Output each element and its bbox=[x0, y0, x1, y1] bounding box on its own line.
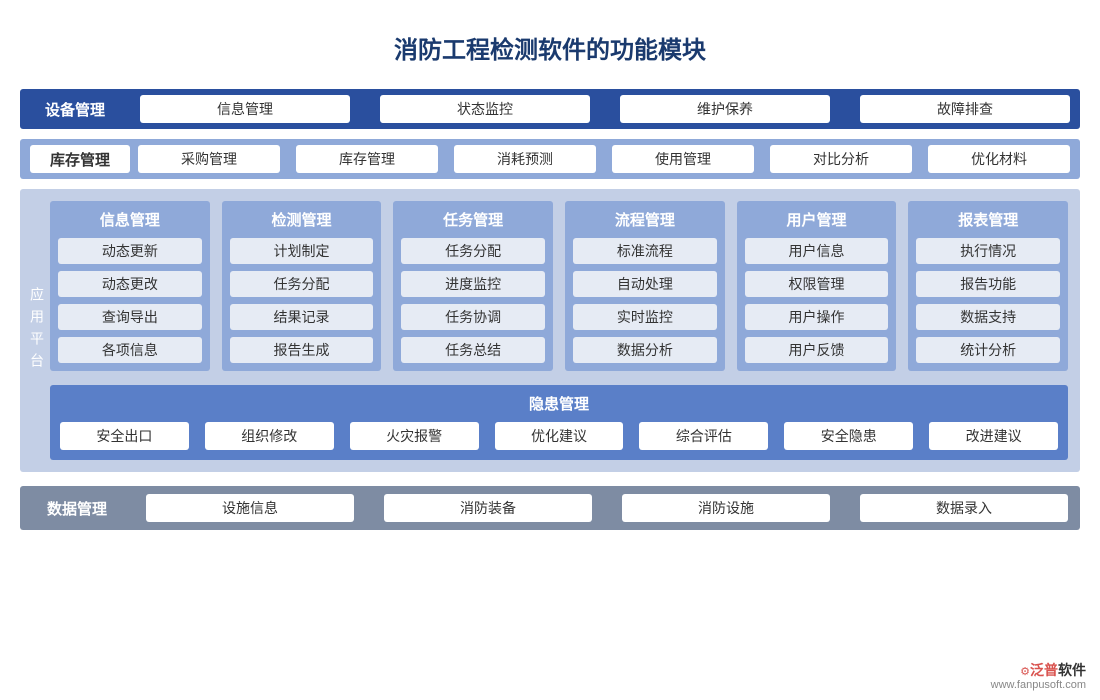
row-inventory-label: 库存管理 bbox=[30, 145, 130, 173]
col-item: 用户操作 bbox=[745, 304, 889, 330]
col-item: 结果记录 bbox=[230, 304, 374, 330]
col-item: 报告生成 bbox=[230, 337, 374, 363]
col-item: 用户反馈 bbox=[745, 337, 889, 363]
data-item: 消防设施 bbox=[622, 494, 830, 522]
inventory-item: 采购管理 bbox=[138, 145, 280, 173]
row-inventory-items: 采购管理 库存管理 消耗预测 使用管理 对比分析 优化材料 bbox=[138, 145, 1070, 173]
row-device-mgmt: 设备管理 信息管理 状态监控 维护保养 故障排查 bbox=[20, 89, 1080, 129]
col-item: 统计分析 bbox=[916, 337, 1060, 363]
hazard-items: 安全出口 组织修改 火灾报警 优化建议 综合评估 安全隐患 改进建议 bbox=[60, 422, 1058, 450]
col-item: 进度监控 bbox=[401, 271, 545, 297]
hazard-header: 隐患管理 bbox=[60, 385, 1058, 422]
row-device-label: 设备管理 bbox=[30, 99, 120, 120]
device-item: 维护保养 bbox=[620, 95, 830, 123]
watermark-url: www.fanpusoft.com bbox=[991, 679, 1086, 691]
row-inventory-mgmt: 库存管理 采购管理 库存管理 消耗预测 使用管理 对比分析 优化材料 bbox=[20, 139, 1080, 179]
col-item: 任务分配 bbox=[401, 238, 545, 264]
inventory-item: 对比分析 bbox=[770, 145, 912, 173]
col-task-mgmt: 任务管理 任务分配 进度监控 任务协调 任务总结 bbox=[393, 201, 553, 371]
col-item: 用户信息 bbox=[745, 238, 889, 264]
col-item: 数据支持 bbox=[916, 304, 1060, 330]
platform-body: 信息管理 动态更新 动态更改 查询导出 各项信息 检测管理 计划制定 任务分配 … bbox=[50, 201, 1068, 460]
device-item: 故障排查 bbox=[860, 95, 1070, 123]
diagram-title: 消防工程检测软件的功能模块 bbox=[0, 0, 1100, 89]
hazard-block: 隐患管理 安全出口 组织修改 火灾报警 优化建议 综合评估 安全隐患 改进建议 bbox=[50, 385, 1068, 460]
watermark: ⚙泛普软件 www.fanpusoft.com bbox=[991, 662, 1086, 692]
col-item: 任务总结 bbox=[401, 337, 545, 363]
col-item: 执行情况 bbox=[916, 238, 1060, 264]
diagram-body: 设备管理 信息管理 状态监控 维护保养 故障排查 库存管理 采购管理 库存管理 … bbox=[0, 89, 1100, 530]
data-item: 消防装备 bbox=[384, 494, 592, 522]
inventory-item: 消耗预测 bbox=[454, 145, 596, 173]
device-item: 状态监控 bbox=[380, 95, 590, 123]
row-data-items: 设施信息 消防装备 消防设施 数据录入 bbox=[146, 494, 1068, 522]
hazard-item: 优化建议 bbox=[495, 422, 624, 450]
col-item: 各项信息 bbox=[58, 337, 202, 363]
col-header: 任务管理 bbox=[401, 201, 545, 238]
hazard-item: 组织修改 bbox=[205, 422, 334, 450]
col-header: 报表管理 bbox=[916, 201, 1060, 238]
platform-block: 应用平台 信息管理 动态更新 动态更改 查询导出 各项信息 检测管理 计划制定 bbox=[20, 189, 1080, 472]
col-item: 标准流程 bbox=[573, 238, 717, 264]
col-item: 自动处理 bbox=[573, 271, 717, 297]
inventory-item: 使用管理 bbox=[612, 145, 754, 173]
col-report-mgmt: 报表管理 执行情况 报告功能 数据支持 统计分析 bbox=[908, 201, 1068, 371]
row-device-items: 信息管理 状态监控 维护保养 故障排查 bbox=[140, 95, 1070, 123]
row-data-label: 数据管理 bbox=[32, 498, 122, 519]
col-user-mgmt: 用户管理 用户信息 权限管理 用户操作 用户反馈 bbox=[737, 201, 897, 371]
hazard-item: 安全隐患 bbox=[784, 422, 913, 450]
col-process-mgmt: 流程管理 标准流程 自动处理 实时监控 数据分析 bbox=[565, 201, 725, 371]
data-item: 数据录入 bbox=[860, 494, 1068, 522]
col-item: 动态更改 bbox=[58, 271, 202, 297]
hazard-item: 安全出口 bbox=[60, 422, 189, 450]
col-item: 动态更新 bbox=[58, 238, 202, 264]
inventory-item: 库存管理 bbox=[296, 145, 438, 173]
col-header: 检测管理 bbox=[230, 201, 374, 238]
col-header: 用户管理 bbox=[745, 201, 889, 238]
inventory-item: 优化材料 bbox=[928, 145, 1070, 173]
device-item: 信息管理 bbox=[140, 95, 350, 123]
row-data-mgmt: 数据管理 设施信息 消防装备 消防设施 数据录入 bbox=[20, 486, 1080, 530]
watermark-brand: 泛普 bbox=[1030, 662, 1058, 678]
col-item: 计划制定 bbox=[230, 238, 374, 264]
col-item: 权限管理 bbox=[745, 271, 889, 297]
col-inspect-mgmt: 检测管理 计划制定 任务分配 结果记录 报告生成 bbox=[222, 201, 382, 371]
watermark-brand-suffix: 软件 bbox=[1058, 662, 1086, 678]
gear-icon: ⚙ bbox=[1020, 666, 1030, 678]
col-item: 实时监控 bbox=[573, 304, 717, 330]
col-item: 报告功能 bbox=[916, 271, 1060, 297]
data-item: 设施信息 bbox=[146, 494, 354, 522]
col-item: 数据分析 bbox=[573, 337, 717, 363]
hazard-item: 综合评估 bbox=[639, 422, 768, 450]
hazard-item: 火灾报警 bbox=[350, 422, 479, 450]
platform-label: 应用平台 bbox=[20, 201, 50, 460]
platform-columns: 信息管理 动态更新 动态更改 查询导出 各项信息 检测管理 计划制定 任务分配 … bbox=[50, 201, 1068, 371]
hazard-item: 改进建议 bbox=[929, 422, 1058, 450]
col-item: 查询导出 bbox=[58, 304, 202, 330]
col-header: 流程管理 bbox=[573, 201, 717, 238]
col-info-mgmt: 信息管理 动态更新 动态更改 查询导出 各项信息 bbox=[50, 201, 210, 371]
col-item: 任务分配 bbox=[230, 271, 374, 297]
col-header: 信息管理 bbox=[58, 201, 202, 238]
col-item: 任务协调 bbox=[401, 304, 545, 330]
